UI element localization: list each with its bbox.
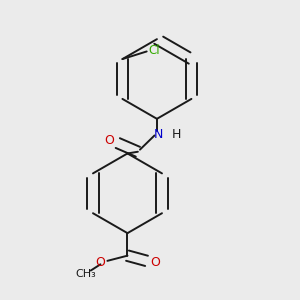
Text: O: O [104, 134, 114, 147]
Text: H: H [171, 128, 181, 141]
Text: O: O [95, 256, 105, 269]
Text: CH₃: CH₃ [75, 269, 96, 279]
Text: Cl: Cl [148, 44, 160, 57]
Text: O: O [150, 256, 160, 269]
Text: N: N [154, 128, 163, 141]
